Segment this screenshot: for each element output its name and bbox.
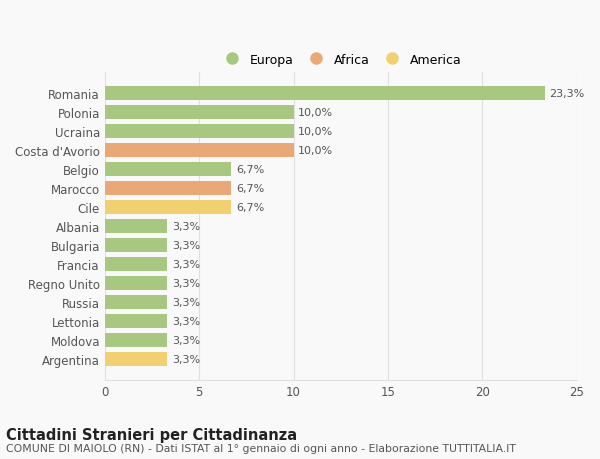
Text: 3,3%: 3,3% (172, 297, 200, 308)
Bar (105, 334, 167, 347)
Text: 3,3%: 3,3% (172, 259, 200, 269)
Bar (105, 162, 231, 176)
Text: 3,3%: 3,3% (172, 317, 200, 326)
Text: 10,0%: 10,0% (298, 107, 334, 118)
Text: 3,3%: 3,3% (172, 222, 200, 231)
Legend: Europa, Africa, America: Europa, Africa, America (217, 51, 464, 69)
Bar (105, 277, 167, 291)
Text: 6,7%: 6,7% (236, 184, 264, 194)
Bar (105, 353, 167, 366)
Bar (105, 220, 167, 233)
Bar (105, 182, 231, 196)
Bar (105, 239, 167, 252)
Bar (105, 144, 293, 157)
Bar (105, 87, 545, 101)
Bar (105, 125, 293, 138)
Bar (105, 315, 167, 328)
Text: 3,3%: 3,3% (172, 336, 200, 346)
Text: Cittadini Stranieri per Cittadinanza: Cittadini Stranieri per Cittadinanza (6, 427, 297, 442)
Text: 10,0%: 10,0% (298, 146, 334, 156)
Text: 6,7%: 6,7% (236, 202, 264, 213)
Text: COMUNE DI MAIOLO (RN) - Dati ISTAT al 1° gennaio di ogni anno - Elaborazione TUT: COMUNE DI MAIOLO (RN) - Dati ISTAT al 1°… (6, 443, 516, 453)
Bar (105, 296, 167, 309)
Text: 23,3%: 23,3% (550, 89, 584, 99)
Text: 3,3%: 3,3% (172, 241, 200, 251)
Text: 3,3%: 3,3% (172, 354, 200, 364)
Bar (105, 201, 231, 214)
Text: 6,7%: 6,7% (236, 164, 264, 174)
Text: 10,0%: 10,0% (298, 127, 334, 136)
Text: 3,3%: 3,3% (172, 279, 200, 288)
Bar (105, 106, 293, 119)
Bar (105, 257, 167, 271)
